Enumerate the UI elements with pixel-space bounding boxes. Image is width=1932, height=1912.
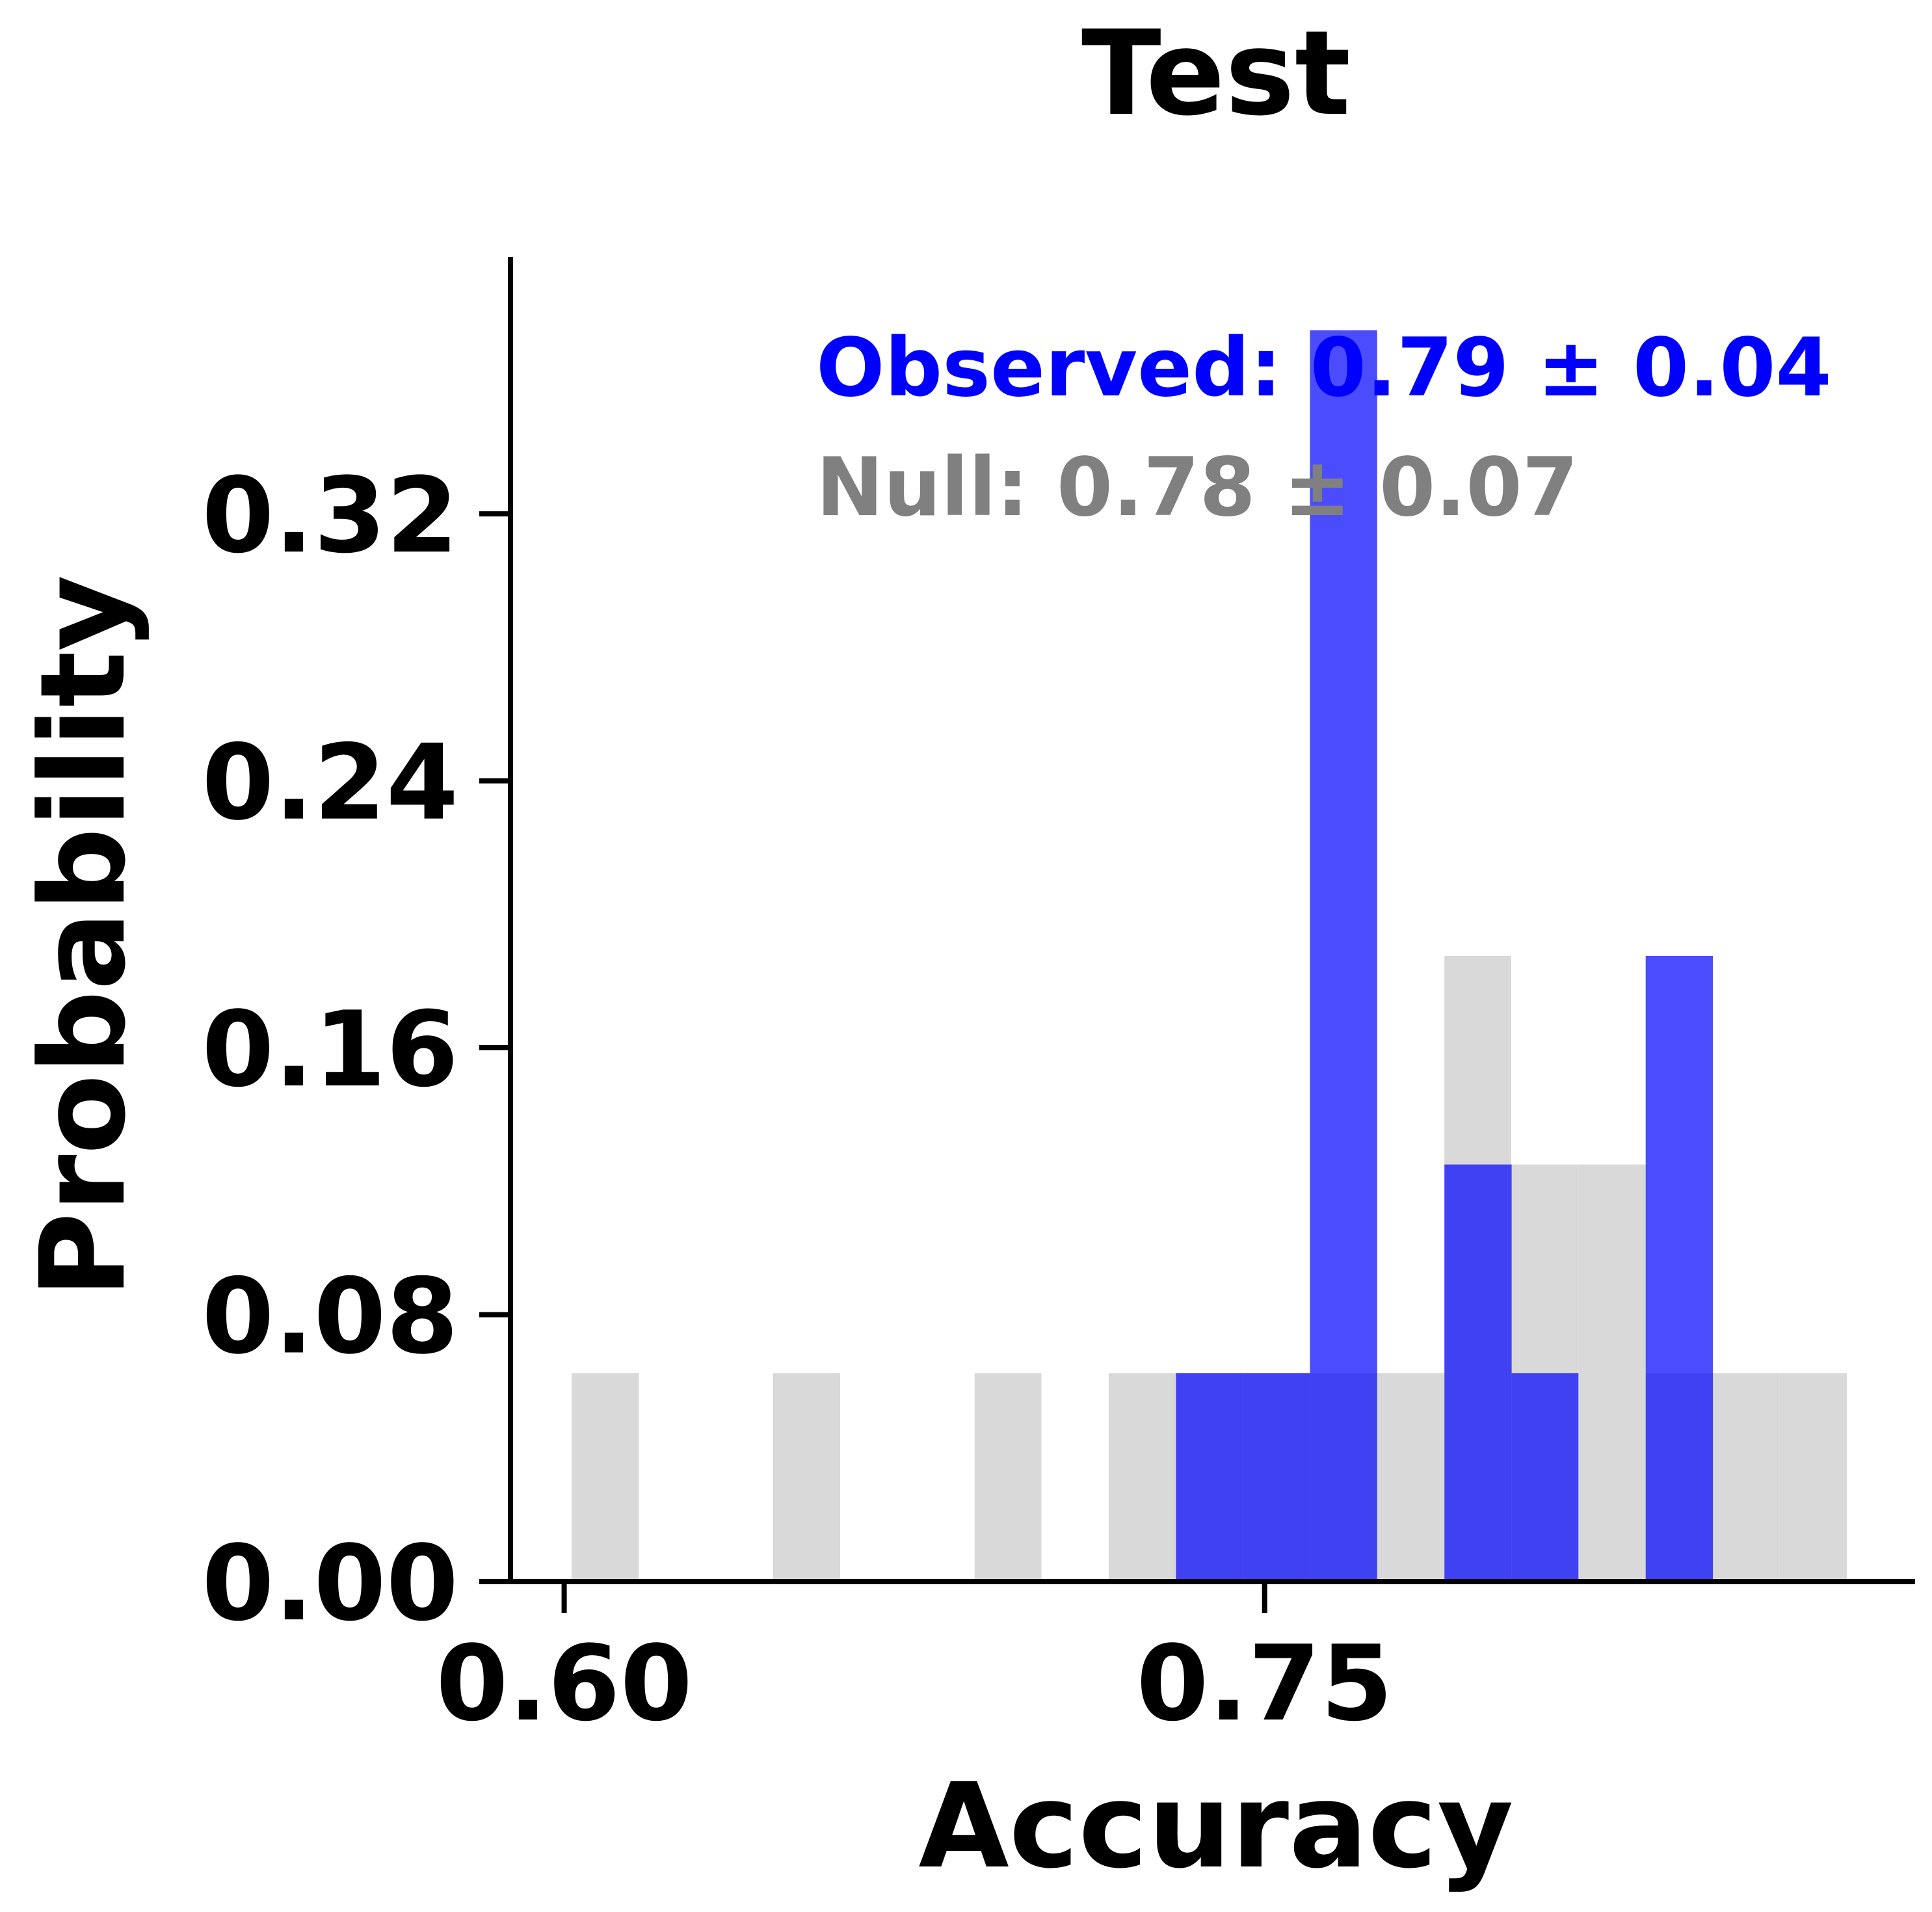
null-bar-6 (974, 1373, 1042, 1582)
y-tick-label-2: 0.16 (202, 989, 458, 1110)
observed-bar-0 (1176, 1373, 1243, 1582)
null-bar-15 (1578, 1164, 1646, 1582)
observed-bar-2 (1310, 330, 1377, 1582)
ticks-layer: 0.00 0.08 0.16 0.24 0.32 0.60 0.75 (202, 455, 1393, 1744)
y-tick-label-1: 0.08 (202, 1256, 458, 1377)
null-bar-17 (1713, 1373, 1780, 1582)
observed-bar-5 (1511, 1373, 1579, 1582)
null-annotation: Null: 0.78 ± 0.07 (816, 441, 1578, 535)
x-tick-label-1: 0.75 (1136, 1623, 1393, 1744)
y-axis-label: Probability (16, 575, 152, 1298)
observed-bar-4 (1444, 1164, 1512, 1582)
chart-title: Test (1081, 6, 1351, 142)
bars-layer (572, 330, 1847, 1582)
x-axis-label: Accuracy (918, 1759, 1513, 1894)
y-tick-label-3: 0.24 (202, 722, 458, 843)
null-bar-3 (773, 1373, 840, 1582)
null-bar-8 (1108, 1373, 1176, 1582)
y-tick-label-4: 0.32 (202, 455, 458, 576)
null-bar-12 (1377, 1373, 1445, 1582)
observed-annotation: Observed: 0.79 ± 0.04 (816, 321, 1832, 415)
null-bar-18 (1779, 1373, 1847, 1582)
null-bar-0 (572, 1373, 639, 1582)
y-tick-label-0: 0.00 (202, 1522, 458, 1644)
axes-layer (508, 257, 1915, 1584)
x-tick-label-0: 0.60 (436, 1623, 693, 1744)
observed-bar-7 (1645, 955, 1714, 1582)
observed-bar-1 (1243, 1373, 1310, 1582)
